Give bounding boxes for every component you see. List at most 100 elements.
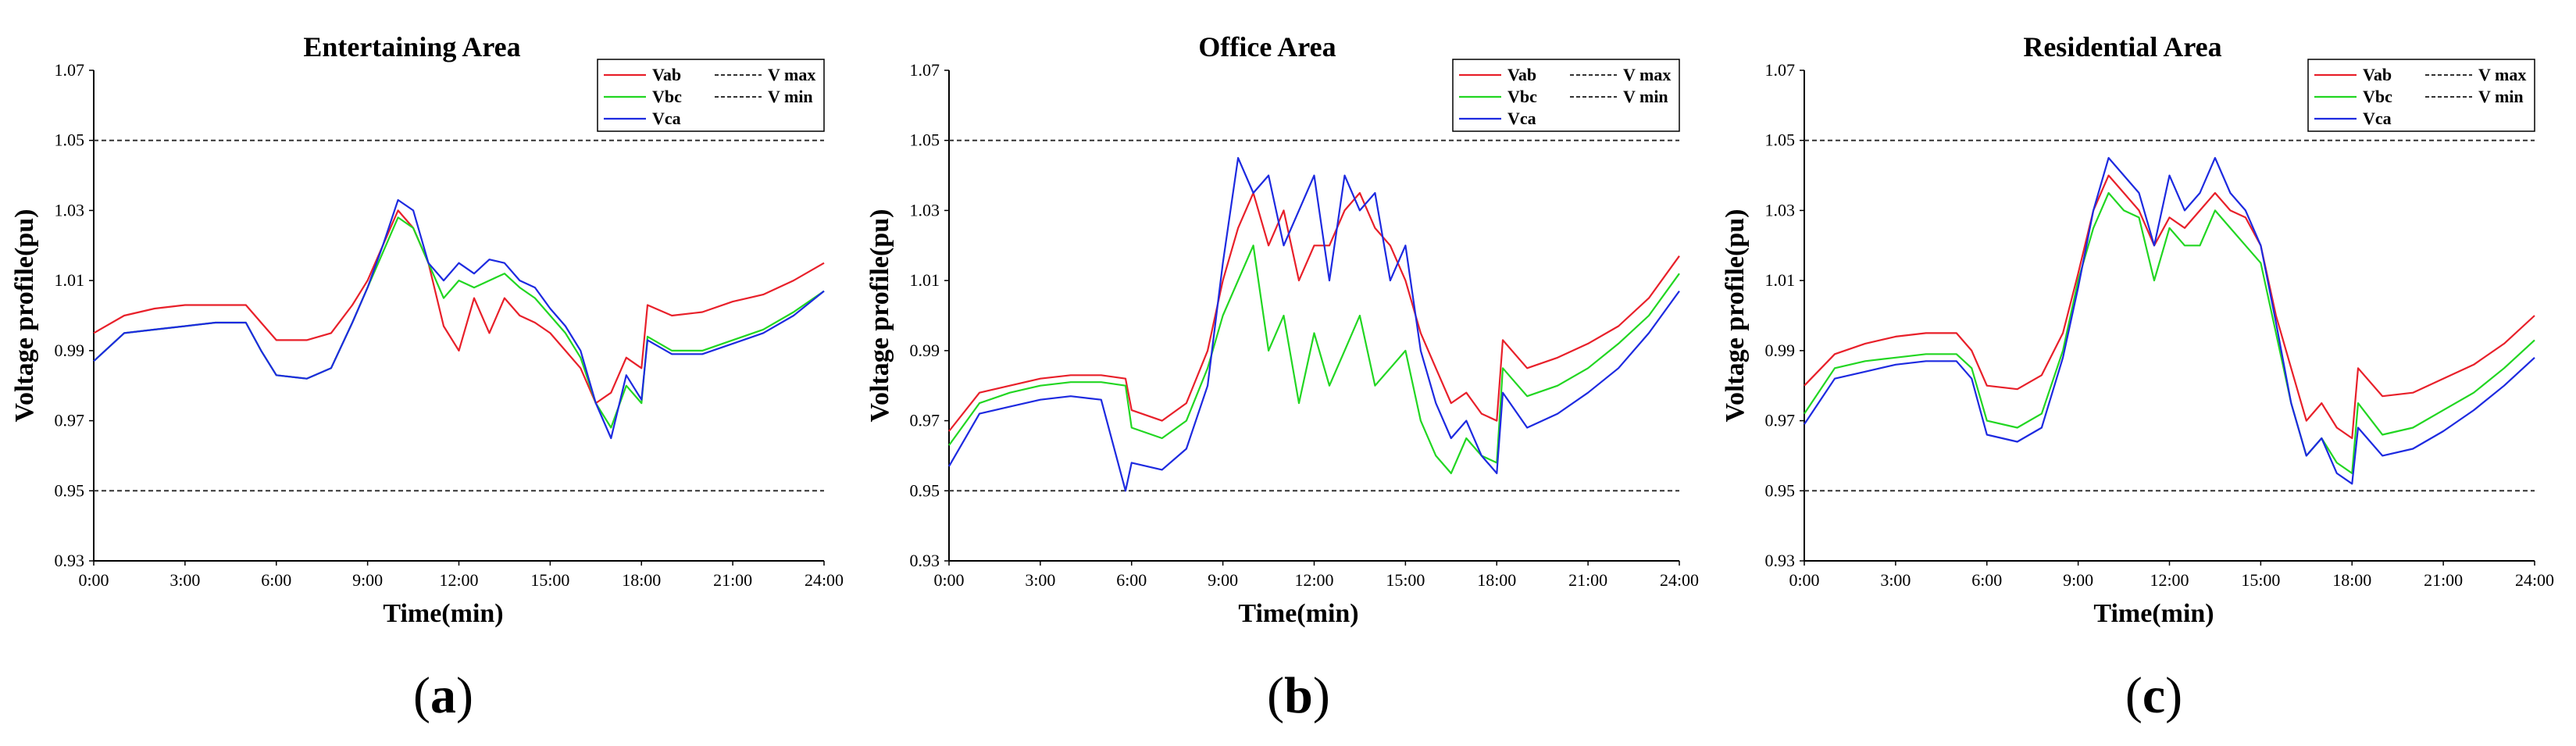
y-tick-label: 1.01 xyxy=(55,270,85,290)
series-line-vab xyxy=(948,191,1680,432)
y-axis-title: Voltage profile(pu) xyxy=(1721,209,1750,423)
y-tick-label: 0.97 xyxy=(55,411,85,430)
x-tick-label: 0:00 xyxy=(78,570,109,590)
x-tick-label: 18:00 xyxy=(622,570,661,590)
y-axis-title: Voltage profile(pu) xyxy=(10,209,39,423)
legend-label-vbc: Vbc xyxy=(1507,87,1537,106)
x-tick-label: 21:00 xyxy=(713,570,752,590)
x-tick-label: 15:00 xyxy=(2241,570,2280,590)
y-tick-label: 1.03 xyxy=(55,200,85,220)
x-tick-label: 6:00 xyxy=(261,570,291,590)
chart-panel-b: Office Area 0.93 0.95 0.97 0.99 1.01 1.03 1.05 1… xyxy=(865,31,1699,724)
chart-panel-c: Residential Area 0.93 0.95 0.97 0.99 1.01 1.03… xyxy=(1721,31,2554,724)
series-line-vca xyxy=(93,198,825,440)
x-tick-label: 24:00 xyxy=(2515,570,2554,590)
legend-label-vbc: Vbc xyxy=(652,87,682,106)
x-tick-label: 0:00 xyxy=(1789,570,1819,590)
x-tick-label: 3:00 xyxy=(1880,570,1911,590)
chart-panel-a: Entertaining Area 0.93 0.95 0.97 0.99 1.01 1.0… xyxy=(10,31,844,724)
x-tick-label: 6:00 xyxy=(1116,570,1147,590)
legend-label-vab: Vab xyxy=(2363,65,2392,84)
y-tick-label: 0.95 xyxy=(55,480,85,500)
legend-label-vmax: V max xyxy=(768,65,815,84)
legend-label-vca: Vca xyxy=(1507,109,1536,128)
x-tick-label: 24:00 xyxy=(805,570,844,590)
x-tick-label: 9:00 xyxy=(1208,570,1238,590)
chart-title: Office Area xyxy=(1198,31,1336,62)
y-tick-label: 1.07 xyxy=(910,60,940,80)
x-tick-label: 21:00 xyxy=(2424,570,2463,590)
x-tick-label: 3:00 xyxy=(1025,570,1055,590)
x-tick-label: 18:00 xyxy=(1477,570,1516,590)
legend-label-vmax: V max xyxy=(2478,65,2526,84)
y-tick-label: 0.99 xyxy=(910,341,940,360)
caption-close-paren: ) xyxy=(456,667,473,724)
y-tick-label: 1.05 xyxy=(910,130,940,150)
series-line-vab xyxy=(1804,174,2535,440)
panel-caption: (a) xyxy=(413,667,473,724)
x-tick-label: 12:00 xyxy=(439,570,478,590)
x-axis-title: Time(min) xyxy=(1238,599,1358,628)
y-tick-label: 0.99 xyxy=(1765,341,1796,360)
series-line-vbc xyxy=(948,245,1680,475)
y-tick-label: 0.93 xyxy=(910,551,940,570)
y-tick-label: 0.93 xyxy=(1765,551,1796,570)
y-tick-label: 0.97 xyxy=(1765,411,1796,430)
x-tick-label: 6:00 xyxy=(1971,570,2002,590)
legend-label-vca: Vca xyxy=(652,109,681,128)
x-tick-label: 15:00 xyxy=(1386,570,1425,590)
caption-letter: b xyxy=(1284,667,1313,724)
legend-label-vmax: V max xyxy=(1623,65,1671,84)
panel-caption: (c) xyxy=(2125,667,2182,724)
y-tick-label: 0.95 xyxy=(910,480,940,500)
chart-title: Entertaining Area xyxy=(303,31,520,62)
legend-label-vab: Vab xyxy=(1507,65,1536,84)
legend-label-vab: Vab xyxy=(652,65,681,84)
legend-label-vmin: V min xyxy=(768,87,813,106)
x-tick-label: 18:00 xyxy=(2332,570,2371,590)
x-tick-label: 0:00 xyxy=(933,570,964,590)
y-tick-label: 0.93 xyxy=(55,551,85,570)
y-tick-label: 0.99 xyxy=(55,341,85,360)
y-tick-label: 1.01 xyxy=(910,270,940,290)
caption-letter: c xyxy=(2143,667,2165,724)
series-line-vbc xyxy=(1804,191,2535,475)
x-tick-label: 3:00 xyxy=(169,570,200,590)
chart-title: Residential Area xyxy=(2023,31,2221,62)
x-tick-label: 9:00 xyxy=(2063,570,2093,590)
y-tick-label: 1.01 xyxy=(1765,270,1796,290)
y-tick-label: 0.95 xyxy=(1765,480,1796,500)
panel-caption: (b) xyxy=(1267,667,1330,724)
caption-open-paren: ( xyxy=(2125,667,2143,724)
legend-label-vca: Vca xyxy=(2363,109,2392,128)
y-tick-label: 1.03 xyxy=(1765,200,1796,220)
caption-open-paren: ( xyxy=(1267,667,1284,724)
y-axis-title: Voltage profile(pu) xyxy=(865,209,894,423)
caption-close-paren: ) xyxy=(1313,667,1330,724)
x-axis-title: Time(min) xyxy=(383,599,503,628)
caption-close-paren: ) xyxy=(2165,667,2182,724)
caption-open-paren: ( xyxy=(413,667,430,724)
legend-label-vbc: Vbc xyxy=(2363,87,2392,106)
y-tick-label: 1.07 xyxy=(1765,60,1796,80)
series-line-vbc xyxy=(93,216,825,429)
x-tick-label: 12:00 xyxy=(2150,570,2189,590)
series-line-vca xyxy=(1804,157,2535,485)
series-line-vab xyxy=(93,209,825,405)
y-tick-label: 1.07 xyxy=(55,60,85,80)
y-tick-label: 1.05 xyxy=(1765,130,1796,150)
caption-letter: a xyxy=(430,667,456,724)
x-tick-label: 9:00 xyxy=(352,570,383,590)
x-tick-label: 24:00 xyxy=(1660,570,1699,590)
y-tick-label: 0.97 xyxy=(910,411,940,430)
series-line-vca xyxy=(948,157,1680,492)
y-tick-label: 1.03 xyxy=(910,200,940,220)
y-tick-label: 1.05 xyxy=(55,130,85,150)
x-tick-label: 12:00 xyxy=(1294,570,1333,590)
x-tick-label: 15:00 xyxy=(530,570,569,590)
legend-label-vmin: V min xyxy=(1623,87,1668,106)
legend-label-vmin: V min xyxy=(2478,87,2524,106)
x-tick-label: 21:00 xyxy=(1568,570,1607,590)
x-axis-title: Time(min) xyxy=(2093,599,2214,628)
